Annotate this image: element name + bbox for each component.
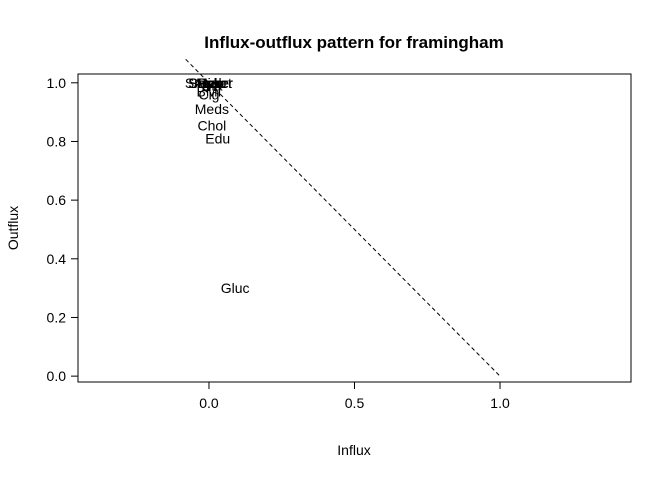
point-label-gluc: Gluc [221,280,250,296]
x-tick-label: 0.0 [199,395,219,411]
point-label-age: Age [194,75,219,91]
x-tick-label: 0.5 [345,395,365,411]
point-label-hyp: Hyp [197,75,222,91]
point-label-heart: Heart [198,75,232,91]
point-label-meds: Meds [195,101,229,117]
chart-title: Influx-outflux pattern for framingham [204,33,503,52]
point-label-bmi: BMI [197,84,222,100]
x-axis-label: Influx [337,442,370,458]
point-label-smoker: Smoker [185,75,234,91]
point-label-chol: Chol [197,117,226,133]
point-labels-layer: SexSmokerAgeStrokeHypDiabSysHeartDiaBMIC… [185,75,250,296]
y-axis: 0.0 0.2 0.4 0.6 0.8 1.0 [47,75,78,384]
reference-diagonal-line [185,58,501,377]
point-label-dia: Dia [201,78,222,94]
y-axis-label: Outflux [5,206,21,250]
y-tick-label: 1.0 [47,75,67,91]
x-axis: 0.0 0.5 1.0 [199,382,510,411]
point-label-cig: Cig [198,87,219,103]
point-label-diab: Diab [197,75,226,91]
y-tick-label: 0.8 [47,133,67,149]
y-tick-label: 0.2 [47,309,67,325]
y-tick-label: 0.0 [47,368,67,384]
point-label-stroke: Stroke [189,75,230,91]
reference-line-layer [185,58,501,377]
point-label-sex: Sex [188,75,212,91]
point-label-edu: Edu [205,131,230,147]
point-label-sys: Sys [197,75,220,91]
y-tick-label: 0.4 [47,251,67,267]
x-tick-label: 1.0 [490,395,510,411]
y-tick-label: 0.6 [47,192,67,208]
plot-area-frame [77,73,632,383]
